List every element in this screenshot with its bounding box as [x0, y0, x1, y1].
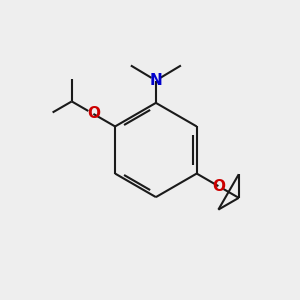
Text: O: O — [212, 178, 225, 194]
Text: O: O — [87, 106, 100, 122]
Text: N: N — [149, 73, 162, 88]
